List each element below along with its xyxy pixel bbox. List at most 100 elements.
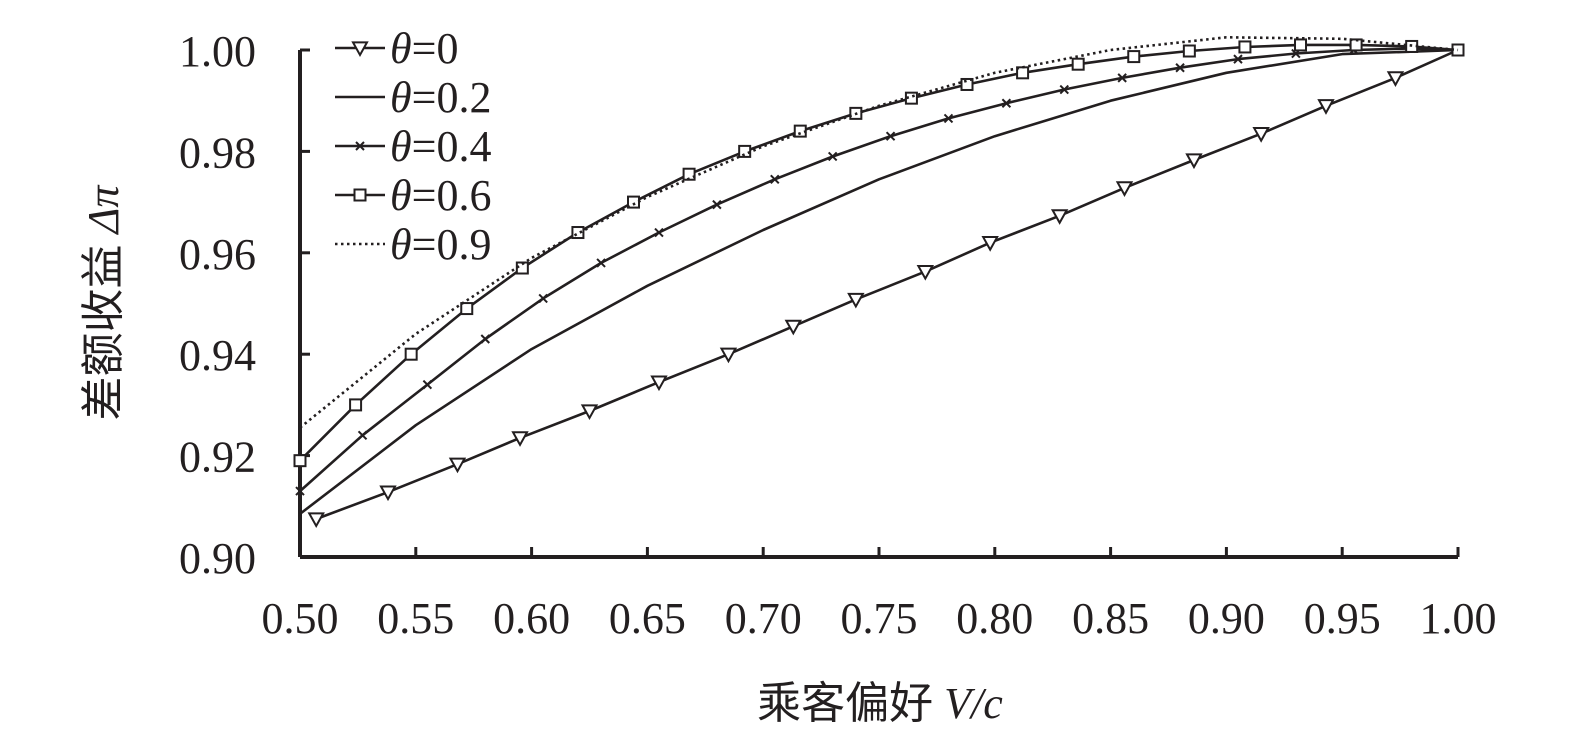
data-point-marker: [1050, 209, 1069, 225]
data-point-marker: [1071, 57, 1085, 71]
data-point-marker: [960, 77, 974, 91]
data-point-marker: [712, 199, 722, 210]
marker-stroke: [712, 199, 722, 210]
legend: θ=0θ=0.2θ=0.4θ=0.6θ=0.9: [335, 24, 491, 269]
legend-value: =0: [412, 24, 459, 73]
data-point-marker: [448, 457, 467, 474]
series-4: [299, 35, 1459, 429]
marker-stroke: [1001, 98, 1012, 108]
series-line: [299, 35, 1459, 429]
marker-stroke: [827, 151, 838, 162]
legend-value: =0.4: [412, 122, 492, 171]
series-line: [299, 48, 1459, 515]
marker-stroke: [596, 258, 606, 268]
marker-stroke: [355, 141, 365, 151]
data-point-marker: [349, 398, 363, 412]
data-point-marker: [1317, 99, 1335, 115]
data-point-marker: [293, 454, 307, 468]
data-point-marker: [379, 485, 397, 502]
marker-stroke: [654, 227, 664, 238]
data-point-marker: [1175, 63, 1185, 73]
data-point-marker: [357, 430, 368, 441]
data-point-marker: [784, 319, 803, 336]
data-point-marker: [627, 195, 641, 209]
legend-label: θ=0.4: [390, 122, 491, 171]
data-point-marker: [1115, 181, 1134, 197]
x-tick-label: 0.70: [725, 594, 802, 643]
marker-stroke: [295, 486, 305, 496]
data-point-marker: [827, 151, 838, 162]
legend-value: =0.9: [412, 220, 492, 269]
legend-symbol: θ: [390, 24, 412, 73]
marker-stroke: [770, 174, 780, 184]
data-point-marker: [480, 334, 490, 344]
legend-value: =0.6: [412, 171, 492, 220]
legend-value: =0.2: [412, 73, 492, 122]
y-axis-title-var: Δπ: [79, 184, 128, 236]
x-tick-label: 0.60: [493, 594, 570, 643]
legend-label: θ=0.2: [390, 73, 491, 122]
series-0: [307, 48, 1459, 529]
y-tick-label: 0.92: [179, 433, 256, 482]
data-point-marker: [719, 347, 738, 364]
data-point-marker: [1233, 54, 1243, 64]
data-point-marker: [770, 174, 780, 184]
data-point-marker: [654, 227, 664, 238]
axes: [298, 48, 1460, 559]
data-point-marker: [1001, 98, 1012, 108]
data-point-marker: [943, 113, 954, 124]
series-line: [315, 48, 1459, 521]
marker-stroke: [480, 334, 490, 344]
x-tick-label: 0.55: [377, 594, 454, 643]
data-point-marker: [1386, 71, 1405, 87]
data-point-marker: [511, 431, 529, 447]
data-point-marker: [885, 131, 896, 141]
legend-item: θ=0: [335, 24, 458, 73]
marker-stroke: [1175, 63, 1185, 73]
marker-stroke: [885, 131, 896, 141]
y-tick-label: 0.94: [179, 331, 256, 380]
data-point-marker: [351, 41, 369, 58]
tick-labels: 0.50 0.55 0.60 0.65 0.70 0.75 0.80 0.85 0.90 0.95…: [179, 27, 1497, 643]
x-axis-title-text: 乘客偏好: [757, 679, 944, 728]
data-point-marker: [738, 144, 752, 158]
x-axis-title: 乘客偏好 V/c: [757, 679, 1003, 728]
data-point-marker: [1182, 44, 1196, 58]
data-point-marker: [404, 347, 418, 361]
marker-stroke: [1059, 84, 1069, 95]
x-tick-label: 1.00: [1420, 594, 1497, 643]
data-point-marker: [353, 188, 367, 202]
data-point-marker: [847, 292, 865, 309]
marker-stroke: [538, 293, 548, 304]
data-point-marker: [1127, 50, 1141, 64]
legend-item: θ=0.2: [335, 73, 491, 122]
y-axis-title-text: 差额收益: [79, 233, 128, 420]
legend-symbol: θ: [390, 171, 412, 220]
data-point-marker: [1059, 84, 1069, 95]
legend-label: θ=0: [390, 24, 458, 73]
legend-item: θ=0.9: [335, 220, 491, 269]
legend-label: θ=0.9: [390, 220, 491, 269]
data-point-marker: [904, 91, 918, 105]
marker-stroke: [422, 379, 433, 390]
marker-stroke: [1117, 73, 1127, 83]
data-point-marker: [1185, 153, 1203, 170]
y-tick-label: 1.00: [179, 27, 256, 76]
y-tick-label: 0.98: [179, 128, 256, 177]
x-axis-title-var: V/c: [944, 679, 1003, 728]
data-point-marker: [981, 236, 999, 252]
series-layer: [293, 35, 1465, 529]
data-point-marker: [460, 302, 474, 316]
x-tick-label: 0.80: [956, 594, 1033, 643]
data-point-marker: [580, 404, 599, 421]
y-axis-title: 差额收益 Δπ: [79, 184, 128, 421]
legend-symbol: θ: [390, 220, 412, 269]
data-point-marker: [422, 379, 433, 390]
series-line: [299, 43, 1459, 462]
data-point-marker: [596, 258, 606, 268]
data-point-marker: [1252, 127, 1270, 143]
legend-symbol: θ: [390, 122, 412, 171]
x-tick-label: 0.75: [841, 594, 918, 643]
